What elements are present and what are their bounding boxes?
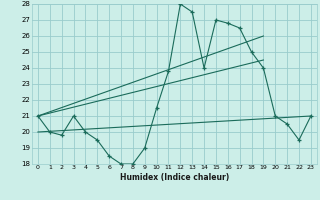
X-axis label: Humidex (Indice chaleur): Humidex (Indice chaleur) [120,173,229,182]
